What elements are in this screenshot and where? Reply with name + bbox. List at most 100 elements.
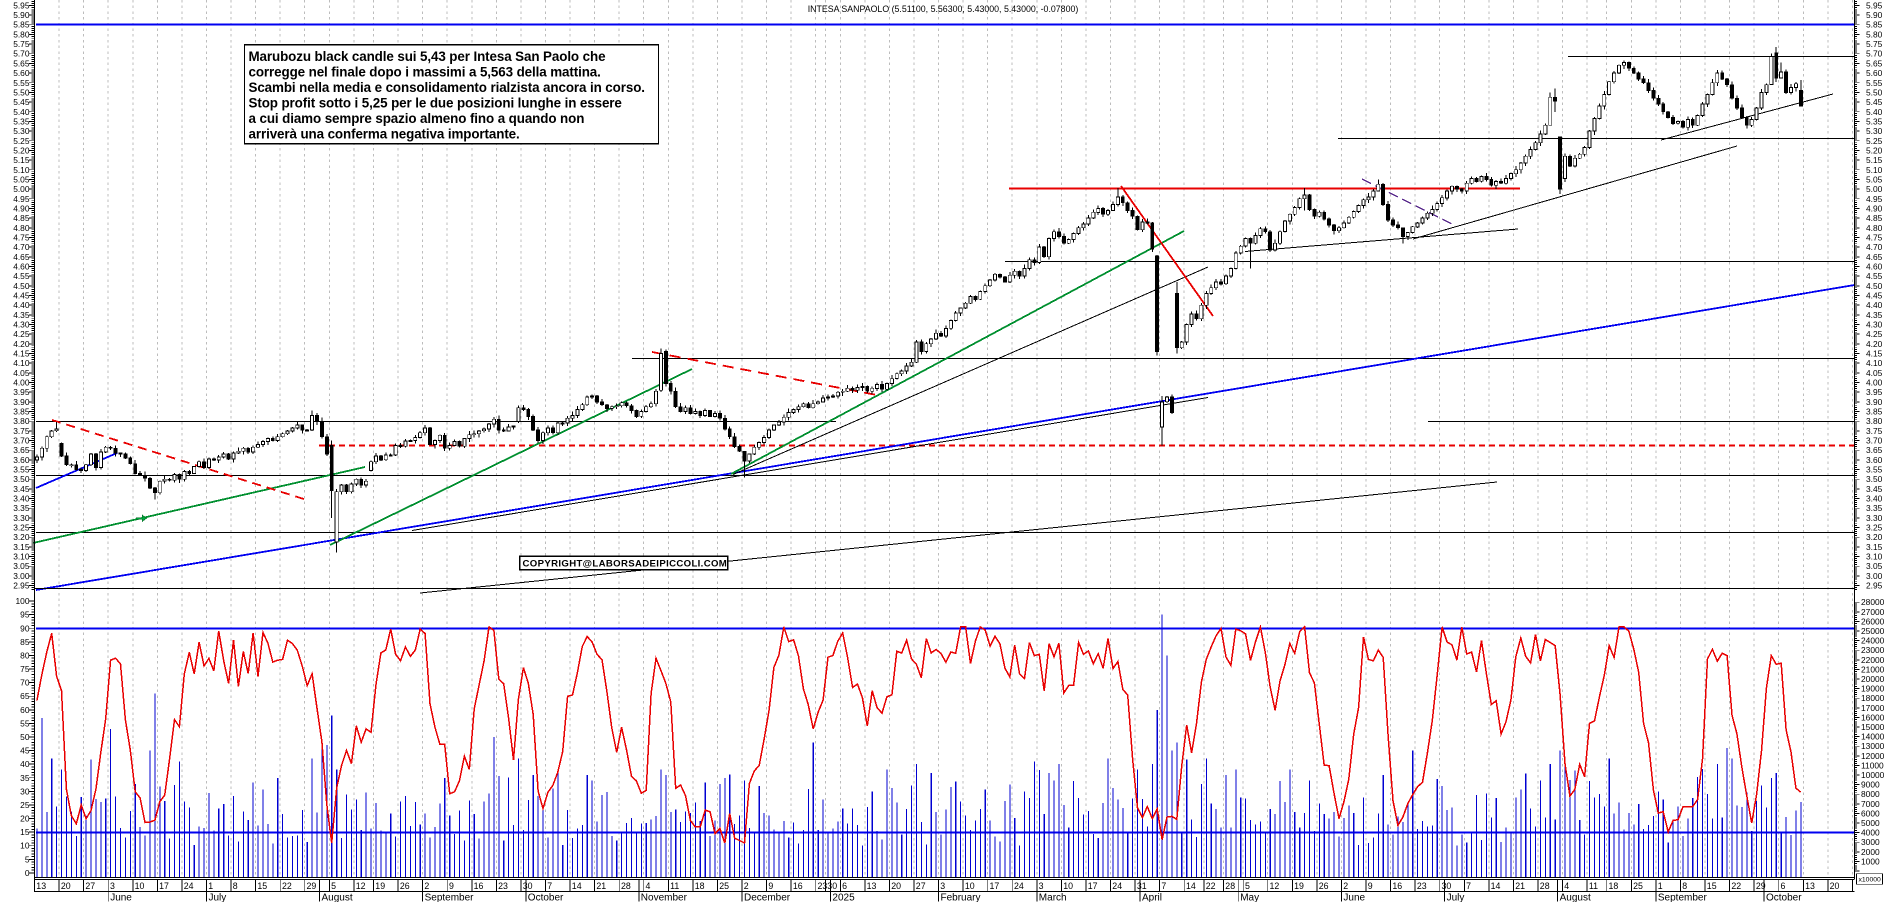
svg-text:10: 10: [20, 841, 30, 851]
svg-text:November: November: [641, 892, 688, 902]
svg-text:26: 26: [1319, 881, 1329, 891]
svg-text:9: 9: [768, 881, 773, 891]
svg-text:26000: 26000: [1861, 616, 1885, 626]
svg-text:9: 9: [1368, 881, 1373, 891]
svg-text:5: 5: [1245, 881, 1250, 891]
svg-text:13000: 13000: [1861, 741, 1885, 751]
svg-text:24000: 24000: [1861, 636, 1885, 646]
svg-text:June: June: [1343, 892, 1365, 902]
svg-text:5.50: 5.50: [1866, 87, 1883, 97]
svg-text:16: 16: [793, 881, 803, 891]
svg-text:5.85: 5.85: [1866, 20, 1883, 30]
svg-text:July: July: [1447, 892, 1465, 902]
svg-text:x10000: x10000: [1859, 877, 1882, 884]
svg-text:4.50: 4.50: [13, 281, 30, 291]
svg-text:23: 23: [498, 881, 508, 891]
svg-text:4.15: 4.15: [13, 349, 30, 359]
svg-text:4.05: 4.05: [1866, 368, 1883, 378]
svg-text:4.40: 4.40: [1866, 300, 1883, 310]
svg-text:March: March: [1039, 892, 1067, 902]
svg-text:5.70: 5.70: [13, 49, 30, 59]
svg-text:Stop profit sotto i 5,25 per l: Stop profit sotto i 5,25 per le due posi…: [249, 95, 622, 110]
svg-text:55: 55: [20, 718, 30, 728]
svg-text:50: 50: [20, 732, 30, 742]
svg-text:22000: 22000: [1861, 655, 1885, 665]
svg-text:10: 10: [1063, 881, 1073, 891]
svg-text:4.45: 4.45: [1866, 291, 1883, 301]
svg-text:14: 14: [572, 881, 582, 891]
svg-text:14: 14: [1491, 881, 1501, 891]
svg-text:11: 11: [1589, 881, 1598, 891]
svg-text:26: 26: [400, 881, 410, 891]
svg-text:4.60: 4.60: [1866, 262, 1883, 272]
svg-text:5.45: 5.45: [13, 97, 30, 107]
svg-text:5.90: 5.90: [1866, 10, 1883, 20]
svg-text:7: 7: [1466, 881, 1471, 891]
svg-text:5.40: 5.40: [1866, 107, 1883, 117]
svg-text:13: 13: [867, 881, 877, 891]
svg-text:3.05: 3.05: [1866, 561, 1883, 571]
svg-text:3.70: 3.70: [13, 436, 30, 446]
svg-text:27000: 27000: [1861, 607, 1885, 617]
svg-text:1: 1: [1658, 881, 1663, 891]
svg-text:September: September: [425, 892, 475, 902]
svg-text:3.85: 3.85: [13, 407, 30, 417]
svg-text:5.35: 5.35: [1866, 116, 1883, 126]
svg-text:25: 25: [719, 881, 729, 891]
svg-text:5.50: 5.50: [13, 87, 30, 97]
svg-text:4.30: 4.30: [1866, 320, 1883, 330]
svg-text:12000: 12000: [1861, 751, 1885, 761]
svg-text:20: 20: [20, 814, 30, 824]
svg-text:22: 22: [1731, 881, 1741, 891]
svg-text:2: 2: [1343, 881, 1348, 891]
svg-text:4.60: 4.60: [13, 262, 30, 272]
svg-text:April: April: [1142, 892, 1162, 902]
svg-text:29: 29: [1756, 881, 1766, 891]
svg-text:3.90: 3.90: [13, 397, 30, 407]
svg-text:4.15: 4.15: [1866, 349, 1883, 359]
svg-text:2: 2: [744, 881, 749, 891]
svg-text:INTESA SANPAOLO (5.51100, 5.56: INTESA SANPAOLO (5.51100, 5.56300, 5.430…: [808, 4, 1079, 14]
svg-text:5.65: 5.65: [1866, 58, 1883, 68]
svg-text:4.10: 4.10: [13, 358, 30, 368]
svg-text:4.85: 4.85: [1866, 213, 1883, 223]
svg-text:4.25: 4.25: [13, 329, 30, 339]
svg-text:5.55: 5.55: [1866, 78, 1883, 88]
svg-text:5.30: 5.30: [1866, 126, 1883, 136]
svg-text:August: August: [1560, 892, 1591, 902]
svg-text:5.15: 5.15: [13, 155, 30, 165]
svg-text:16: 16: [474, 881, 484, 891]
svg-text:3.00: 3.00: [13, 571, 30, 581]
svg-text:12: 12: [1270, 881, 1280, 891]
svg-text:16: 16: [1392, 881, 1402, 891]
svg-text:17: 17: [1088, 881, 1098, 891]
svg-text:7: 7: [1161, 881, 1166, 891]
svg-text:30: 30: [1442, 881, 1452, 891]
svg-text:4.50: 4.50: [1866, 281, 1883, 291]
svg-text:3.45: 3.45: [13, 484, 30, 494]
svg-text:4.40: 4.40: [13, 300, 30, 310]
svg-text:18: 18: [695, 881, 705, 891]
svg-text:4.20: 4.20: [1866, 339, 1883, 349]
svg-text:3.45: 3.45: [1866, 484, 1883, 494]
svg-text:7: 7: [547, 881, 552, 891]
svg-text:3.95: 3.95: [13, 387, 30, 397]
svg-text:4.35: 4.35: [13, 310, 30, 320]
svg-text:5.20: 5.20: [1866, 145, 1883, 155]
svg-text:August: August: [322, 892, 353, 902]
svg-text:3.60: 3.60: [1866, 455, 1883, 465]
svg-text:25: 25: [20, 800, 30, 810]
svg-text:5.65: 5.65: [13, 58, 30, 68]
svg-text:15: 15: [1707, 881, 1717, 891]
svg-text:25: 25: [1633, 881, 1643, 891]
svg-text:5.95: 5.95: [13, 0, 30, 10]
svg-text:4.35: 4.35: [1866, 310, 1883, 320]
svg-text:2: 2: [424, 881, 429, 891]
svg-text:5.35: 5.35: [13, 116, 30, 126]
svg-text:3.55: 3.55: [1866, 465, 1883, 475]
svg-text:4.10: 4.10: [1866, 358, 1883, 368]
svg-text:corregge nel finale dopo i mas: corregge nel finale dopo i massimi a 5,5…: [249, 64, 601, 79]
svg-text:5: 5: [331, 881, 336, 891]
svg-text:4.65: 4.65: [1866, 252, 1883, 262]
svg-text:4.20: 4.20: [13, 339, 30, 349]
